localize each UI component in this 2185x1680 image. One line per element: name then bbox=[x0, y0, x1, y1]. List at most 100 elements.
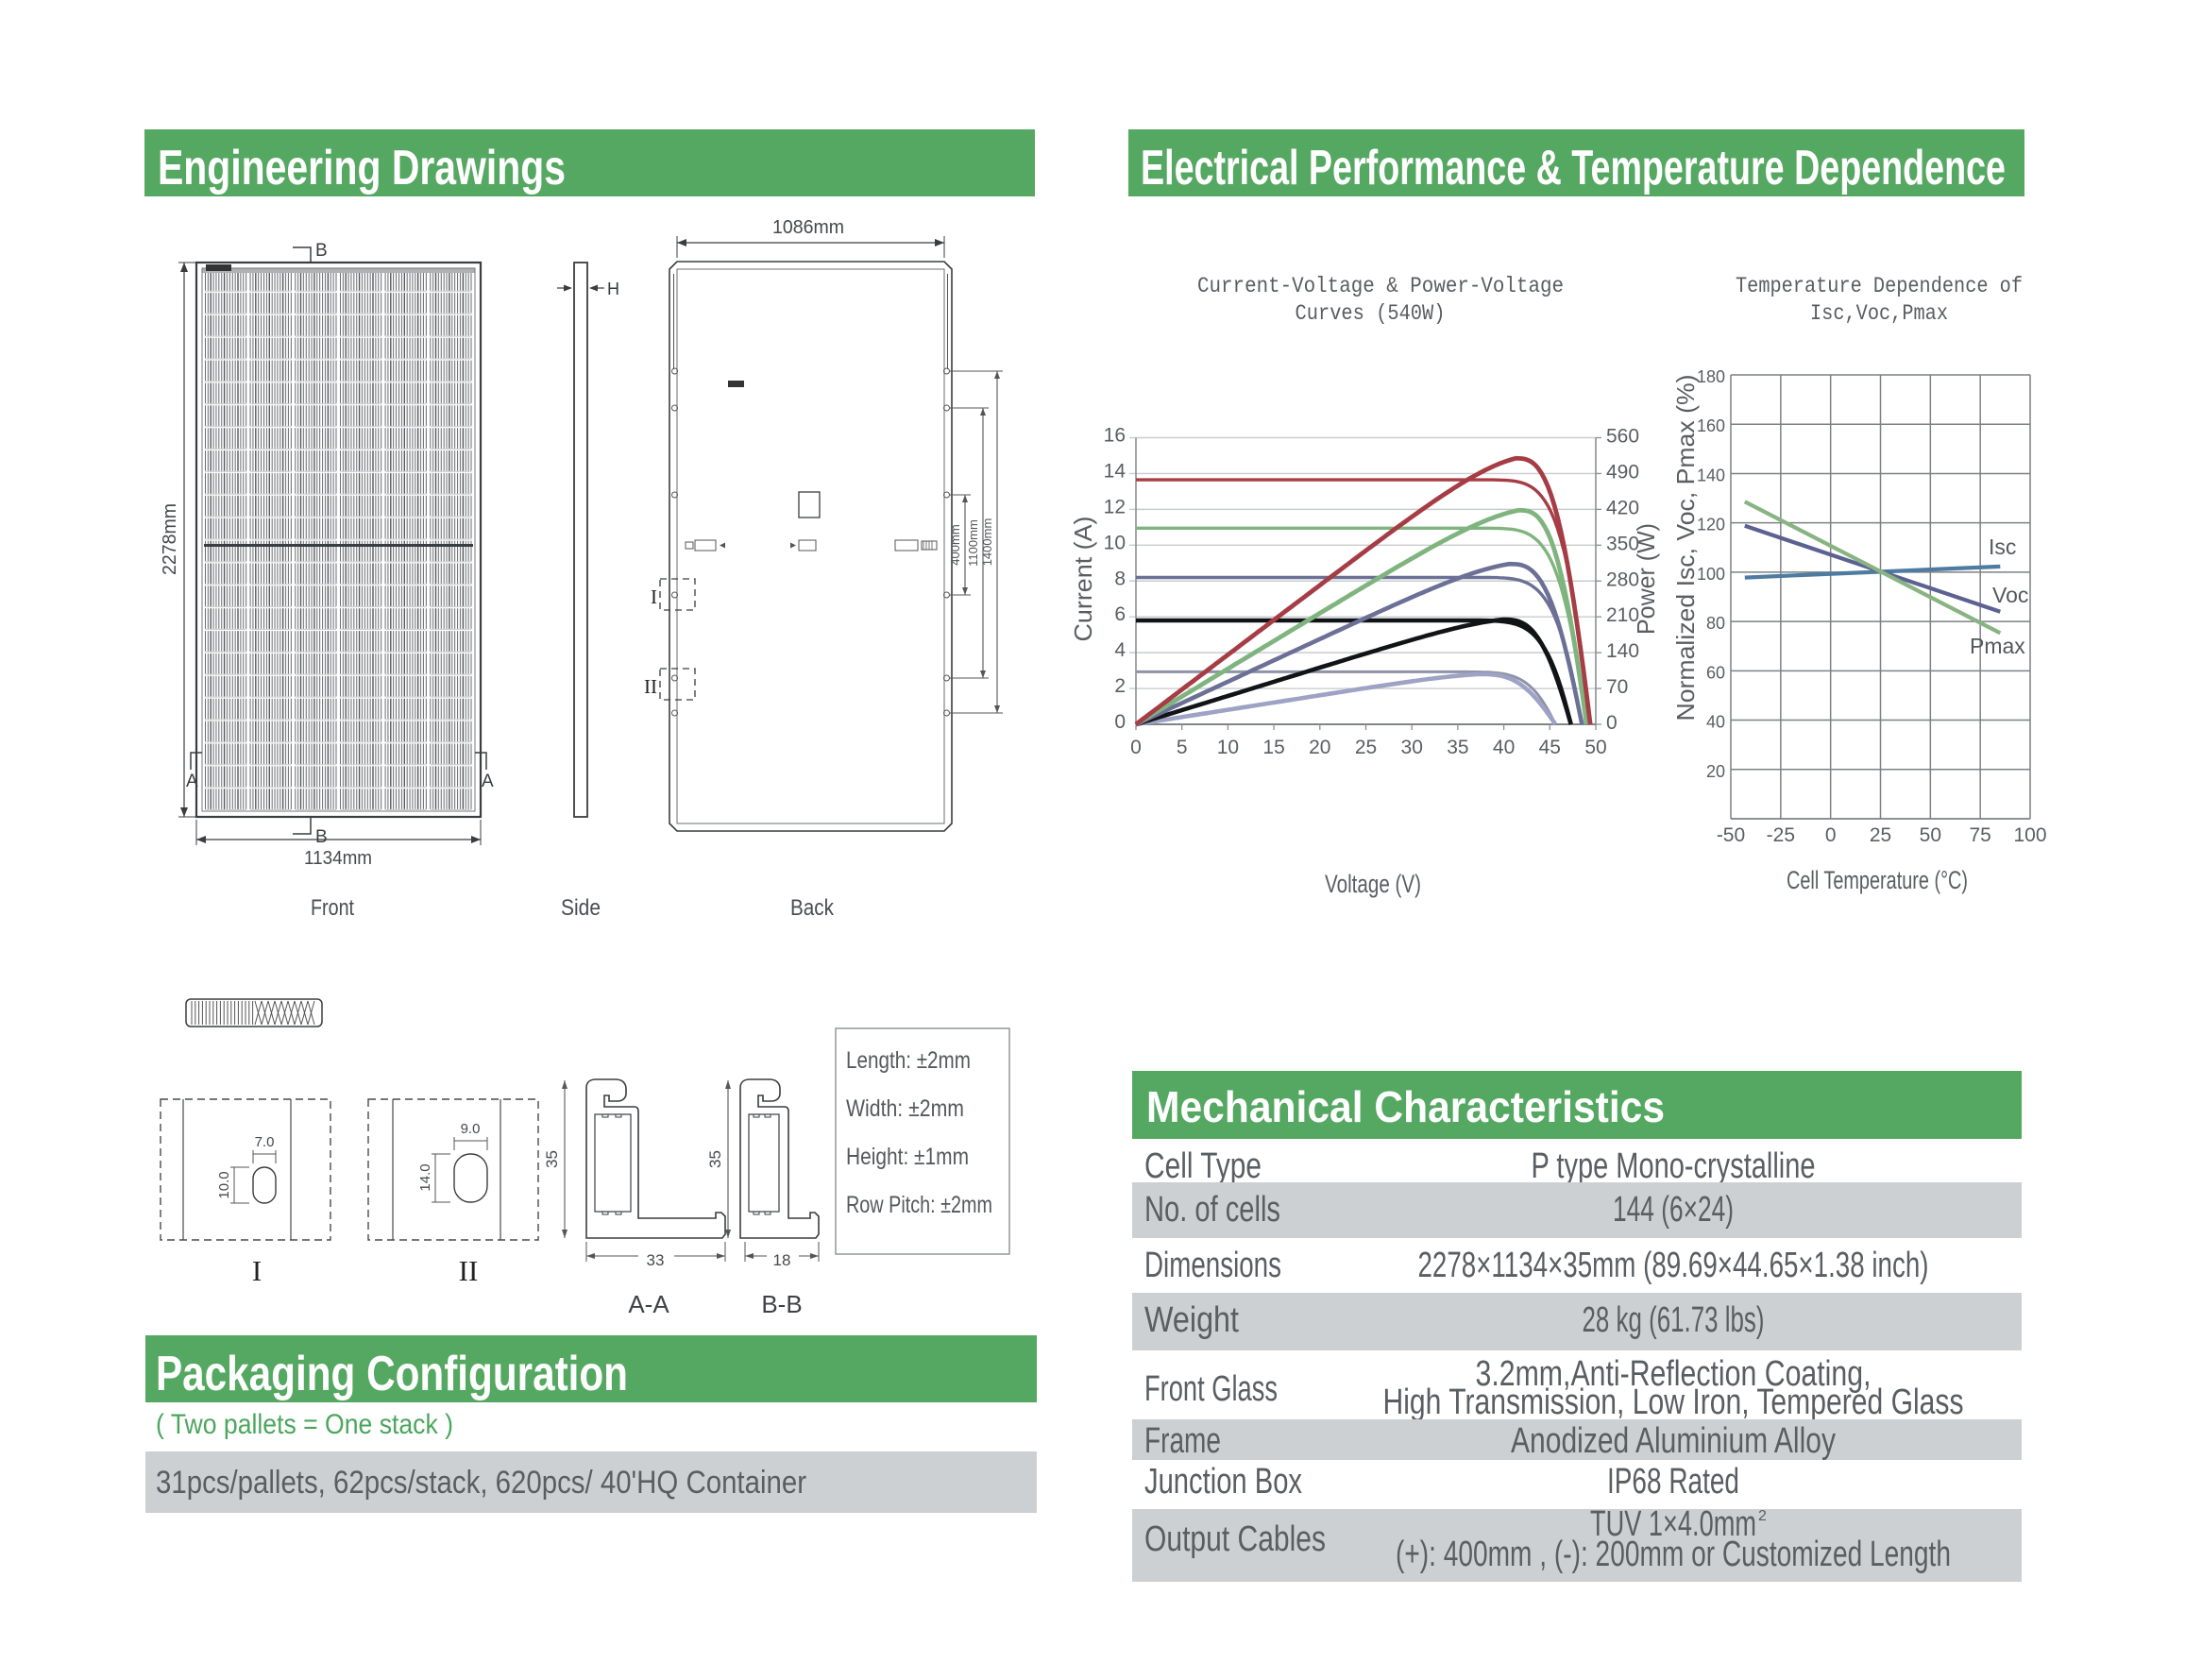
svg-text:15: 15 bbox=[1262, 737, 1284, 758]
svg-text:2278×1134×35mm (89.69×44.65×1.: 2278×1134×35mm (89.69×44.65×1.38 inch) bbox=[1418, 1246, 1929, 1285]
svg-text:70: 70 bbox=[1606, 676, 1628, 698]
svg-text:12: 12 bbox=[1104, 496, 1126, 518]
svg-text:No. of cells: No. of cells bbox=[1144, 1190, 1280, 1230]
svg-text:80: 80 bbox=[1706, 614, 1725, 633]
svg-text:I: I bbox=[252, 1254, 262, 1287]
svg-text:1100mm: 1100mm bbox=[966, 519, 980, 567]
svg-text:14: 14 bbox=[1104, 460, 1126, 482]
svg-text:1086mm: 1086mm bbox=[772, 217, 844, 238]
svg-text:TUV 1×4.0mm: TUV 1×4.0mm bbox=[1590, 1504, 1756, 1544]
svg-text:20: 20 bbox=[1706, 762, 1725, 781]
svg-text:B: B bbox=[315, 241, 328, 261]
svg-text:14.0: 14.0 bbox=[417, 1163, 433, 1191]
svg-text:Weight: Weight bbox=[1144, 1300, 1239, 1340]
svg-text:Normalized Isc, Voc, Pmax (%): Normalized Isc, Voc, Pmax (%) bbox=[1671, 375, 1700, 721]
svg-text:0: 0 bbox=[1825, 824, 1837, 846]
svg-text:I: I bbox=[651, 585, 657, 608]
svg-text:16: 16 bbox=[1104, 425, 1126, 447]
svg-text:A: A bbox=[186, 772, 198, 791]
svg-text:6: 6 bbox=[1114, 603, 1126, 625]
svg-text:560: 560 bbox=[1606, 426, 1639, 448]
svg-text:140: 140 bbox=[1606, 640, 1639, 662]
svg-text:1134mm: 1134mm bbox=[304, 848, 372, 869]
svg-text:Cell Temperature (°C): Cell Temperature (°C) bbox=[1787, 866, 1968, 894]
svg-text:Back: Back bbox=[790, 895, 835, 921]
svg-text:100: 100 bbox=[2013, 824, 2046, 846]
svg-text:75: 75 bbox=[1969, 824, 1990, 846]
svg-text:Frame: Frame bbox=[1144, 1421, 1221, 1461]
svg-text:B-B: B-B bbox=[761, 1290, 802, 1318]
svg-text:Row Pitch: ±2mm: Row Pitch: ±2mm bbox=[846, 1192, 992, 1218]
svg-text:45: 45 bbox=[1539, 737, 1561, 758]
svg-text:0: 0 bbox=[1130, 737, 1142, 758]
svg-text:II: II bbox=[459, 1254, 479, 1287]
svg-text:33: 33 bbox=[647, 1251, 665, 1269]
svg-text:H: H bbox=[607, 280, 619, 298]
svg-text:8: 8 bbox=[1114, 568, 1126, 589]
svg-text:420: 420 bbox=[1606, 497, 1639, 518]
svg-text:Side: Side bbox=[561, 895, 601, 921]
svg-text:400mm: 400mm bbox=[948, 524, 962, 565]
svg-text:35: 35 bbox=[543, 1150, 561, 1168]
svg-text:Front: Front bbox=[311, 895, 354, 921]
svg-text:Junction Box: Junction Box bbox=[1144, 1462, 1302, 1502]
svg-text:3.2mm,Anti-Reflection Coating,: 3.2mm,Anti-Reflection Coating, bbox=[1476, 1354, 1872, 1394]
svg-text:High Transmission, Low Iron, T: High Transmission, Low Iron, Tempered Gl… bbox=[1383, 1383, 1964, 1422]
svg-text:Height: ±1mm: Height: ±1mm bbox=[846, 1144, 969, 1170]
svg-text:Isc: Isc bbox=[1989, 535, 2016, 559]
svg-text:2: 2 bbox=[1114, 675, 1126, 697]
svg-text:7.0: 7.0 bbox=[255, 1134, 275, 1150]
svg-text:30: 30 bbox=[1401, 737, 1423, 758]
svg-text:5: 5 bbox=[1177, 737, 1188, 758]
svg-text:2: 2 bbox=[1758, 1508, 1767, 1524]
svg-text:II: II bbox=[644, 675, 657, 698]
svg-text:Power (W): Power (W) bbox=[1632, 523, 1660, 635]
svg-text:490: 490 bbox=[1606, 461, 1639, 483]
svg-text:-50: -50 bbox=[1717, 824, 1745, 846]
svg-text:Cell Type: Cell Type bbox=[1144, 1146, 1262, 1186]
svg-text:Mechanical Characteristics: Mechanical Characteristics bbox=[1146, 1082, 1665, 1131]
svg-text:20: 20 bbox=[1309, 737, 1330, 758]
svg-text:10: 10 bbox=[1217, 737, 1239, 758]
svg-text:Dimensions: Dimensions bbox=[1144, 1246, 1281, 1285]
svg-text:P type Mono-crystalline: P type Mono-crystalline bbox=[1532, 1146, 1816, 1186]
svg-text:25: 25 bbox=[1870, 824, 1891, 846]
svg-text:210: 210 bbox=[1606, 604, 1639, 626]
svg-text:Current-Voltage & Power-Voltag: Current-Voltage & Power-Voltage bbox=[1197, 274, 1564, 298]
svg-text:A: A bbox=[482, 772, 494, 791]
svg-text:50: 50 bbox=[1584, 737, 1606, 758]
svg-text:10: 10 bbox=[1104, 532, 1126, 553]
svg-text:Pmax: Pmax bbox=[1970, 634, 2025, 658]
svg-text:100: 100 bbox=[1697, 565, 1725, 584]
svg-text:Front Glass: Front Glass bbox=[1144, 1369, 1278, 1409]
svg-text:Curves (540W): Curves (540W) bbox=[1296, 301, 1446, 326]
svg-text:Current (A): Current (A) bbox=[1069, 517, 1097, 642]
svg-text:1400mm: 1400mm bbox=[980, 518, 994, 567]
svg-text:50: 50 bbox=[1920, 824, 1941, 846]
svg-text:Voltage (V): Voltage (V) bbox=[1325, 870, 1421, 898]
svg-text:40: 40 bbox=[1493, 737, 1515, 758]
svg-text:350: 350 bbox=[1606, 533, 1639, 554]
svg-text:280: 280 bbox=[1606, 568, 1639, 590]
svg-text:4: 4 bbox=[1114, 639, 1126, 661]
svg-text:Width: ±2mm: Width: ±2mm bbox=[846, 1095, 964, 1122]
svg-text:Anodized Aluminium Alloy: Anodized Aluminium Alloy bbox=[1511, 1421, 1836, 1461]
svg-text:Voc: Voc bbox=[1992, 583, 2028, 607]
svg-text:0: 0 bbox=[1114, 711, 1126, 733]
svg-text:2278mm: 2278mm bbox=[160, 503, 180, 575]
svg-text:A-A: A-A bbox=[628, 1290, 669, 1318]
svg-text:Output Cables: Output Cables bbox=[1144, 1519, 1326, 1559]
svg-text:28 kg (61.73 lbs): 28 kg (61.73 lbs) bbox=[1583, 1300, 1765, 1340]
svg-text:Electrical Performance & Tempe: Electrical Performance & Temperature Dep… bbox=[1141, 141, 2006, 195]
svg-text:35: 35 bbox=[1447, 737, 1468, 758]
svg-text:140: 140 bbox=[1697, 466, 1725, 484]
svg-text:120: 120 bbox=[1697, 516, 1725, 535]
svg-text:0: 0 bbox=[1606, 712, 1618, 734]
svg-text:Length: ±2mm: Length: ±2mm bbox=[846, 1047, 971, 1074]
svg-text:Packaging Configuration: Packaging Configuration bbox=[156, 1347, 628, 1401]
svg-text:10.0: 10.0 bbox=[216, 1171, 232, 1198]
svg-text:IP68 Rated: IP68 Rated bbox=[1607, 1462, 1739, 1502]
svg-text:-25: -25 bbox=[1767, 824, 1795, 846]
svg-text:40: 40 bbox=[1706, 713, 1725, 732]
svg-text:31pcs/pallets, 62pcs/stack, 62: 31pcs/pallets, 62pcs/stack, 620pcs/ 40'H… bbox=[156, 1465, 806, 1501]
